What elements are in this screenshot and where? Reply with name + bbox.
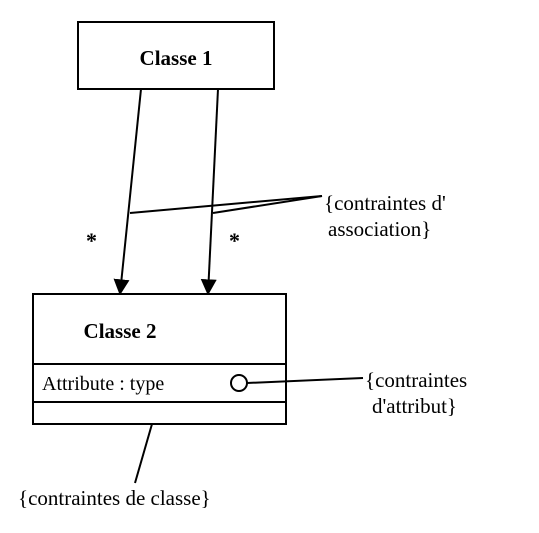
class2-label: Classe 2 xyxy=(84,319,157,343)
attr-constraint-marker xyxy=(231,375,247,391)
class-constraint-label: {contraintes de classe} xyxy=(18,486,211,510)
class2-box xyxy=(33,294,286,424)
attr-constraint-label: {contraintes d'attribut} xyxy=(365,368,472,418)
multiplicity-2: * xyxy=(229,228,240,253)
class-constraint-lead xyxy=(135,424,152,483)
multiplicity-1: * xyxy=(86,228,97,253)
association-line-1 xyxy=(120,89,141,294)
class2-attribute: Attribute : type xyxy=(42,373,164,395)
assoc-constraint-label: {contraintes d' association} xyxy=(324,191,451,241)
association-line-2 xyxy=(208,89,218,294)
class1-label: Classe 1 xyxy=(140,46,213,70)
